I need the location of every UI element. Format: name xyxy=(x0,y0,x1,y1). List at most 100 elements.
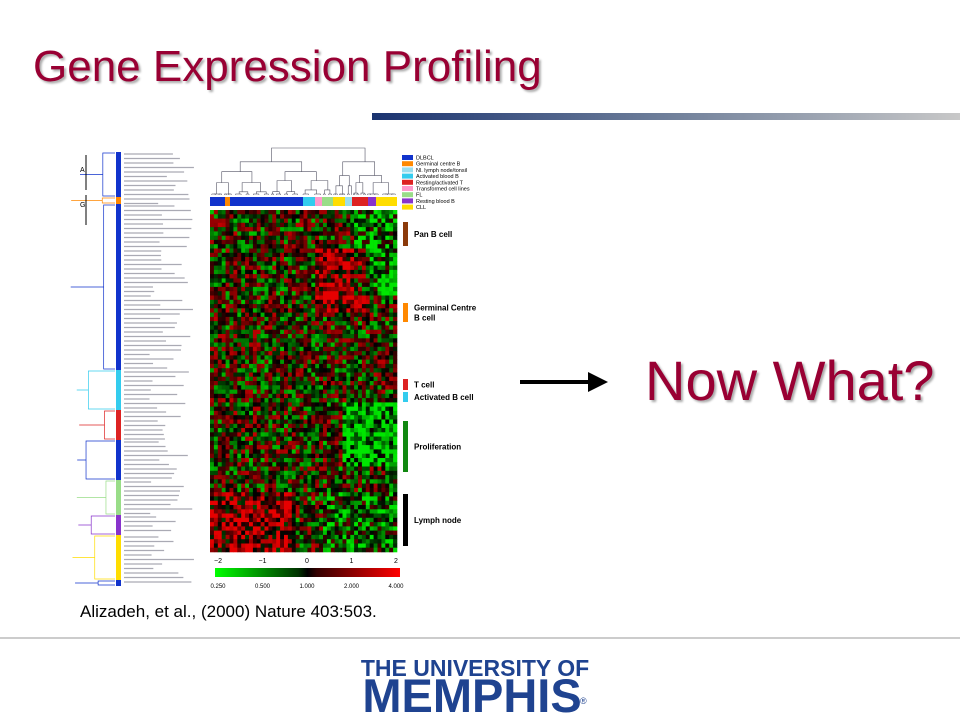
heatmap-cell xyxy=(350,261,355,266)
heatmap-cell xyxy=(373,547,378,553)
heatmap-cell xyxy=(381,428,386,433)
heatmap-cell xyxy=(233,210,238,215)
heatmap-cell xyxy=(252,389,258,395)
heatmap-cell xyxy=(358,368,363,373)
heatmap-cell xyxy=(358,308,363,313)
heatmap-cell xyxy=(303,458,308,463)
heatmap-cell xyxy=(311,239,316,245)
heatmap-cell xyxy=(241,304,246,309)
heatmap-cell xyxy=(241,282,246,288)
heatmap-cell xyxy=(225,530,230,536)
heatmap-cell xyxy=(334,299,339,305)
heatmap-cell xyxy=(280,316,285,322)
heatmap-cell xyxy=(264,304,269,309)
heatmap-cell xyxy=(389,539,394,544)
heatmap-cell xyxy=(346,257,351,262)
heatmap-cell xyxy=(342,338,347,343)
heatmap-cell xyxy=(213,222,219,228)
heatmap-cell xyxy=(237,363,242,369)
heatmap-cell xyxy=(369,359,374,365)
heatmap-cell xyxy=(225,210,230,215)
heatmap-cell xyxy=(210,321,215,326)
left-dendro xyxy=(72,535,115,580)
heatmap-cell xyxy=(303,312,308,318)
heatmap-cell xyxy=(287,214,293,219)
heatmap-cell xyxy=(291,458,296,463)
heatmap-cell xyxy=(291,466,296,472)
heatmap-cell xyxy=(323,539,328,544)
heatmap-cell xyxy=(229,210,234,215)
heatmap-cell xyxy=(389,496,394,501)
heatmap-cell xyxy=(264,295,269,301)
heatmap-cell xyxy=(217,338,222,343)
heatmap-cell xyxy=(373,458,378,463)
heatmap-cell xyxy=(217,432,222,437)
heatmap-cell xyxy=(256,363,261,369)
heatmap-cell xyxy=(252,368,258,373)
heatmap-cell xyxy=(229,479,234,484)
heatmap-cell xyxy=(229,351,234,356)
heatmap-cell xyxy=(252,329,258,335)
heatmap-cell xyxy=(311,257,316,262)
sample-color xyxy=(116,515,121,535)
heatmap-cell xyxy=(276,398,281,403)
heatmap-cell xyxy=(268,440,273,446)
heatmap-cell xyxy=(315,496,320,501)
heatmap-cell xyxy=(268,505,273,510)
heatmap-cell xyxy=(365,329,370,335)
heatmap-cell xyxy=(299,381,304,386)
heatmap-cell xyxy=(299,432,304,437)
heatmap-cell xyxy=(385,539,390,544)
heatmap-cell xyxy=(233,496,238,501)
heatmap-cell xyxy=(373,265,378,271)
heatmap-cell xyxy=(245,321,250,326)
heatmap-cell xyxy=(291,342,296,348)
signature-label: B cell xyxy=(414,314,435,323)
heatmap-cell xyxy=(373,261,378,266)
heatmap-cell xyxy=(346,513,351,519)
heatmap-cell xyxy=(217,483,222,489)
heatmap-cell xyxy=(252,295,258,301)
heatmap-cell xyxy=(311,543,316,549)
heatmap-cell xyxy=(299,338,304,343)
heatmap-cell xyxy=(385,244,390,249)
heatmap-cell xyxy=(342,304,347,309)
heatmap-cell xyxy=(365,440,370,446)
heatmap-cell xyxy=(237,458,242,463)
heatmap-cell xyxy=(237,372,242,378)
heatmap-cell xyxy=(280,218,285,224)
heatmap-cell xyxy=(264,385,269,390)
heatmap-cell xyxy=(330,376,335,382)
heatmap-cell xyxy=(229,547,234,553)
heatmap-cell xyxy=(393,398,398,403)
heatmap-cell xyxy=(299,440,304,446)
heatmap-cell xyxy=(264,312,269,318)
heatmap-cell xyxy=(291,291,296,296)
legend-label: Resting blood B xyxy=(416,199,455,205)
heatmap-cell xyxy=(229,338,234,343)
heatmap-cell xyxy=(354,483,359,489)
heatmap-cell xyxy=(252,522,258,527)
heatmap-cell xyxy=(334,334,339,339)
heatmap-cell xyxy=(361,475,367,480)
heatmap-cell xyxy=(315,235,320,241)
dendro-branch xyxy=(324,189,331,194)
heatmap-cell xyxy=(342,227,347,232)
heatmap-cell xyxy=(307,539,312,544)
heatmap-cell xyxy=(330,410,335,416)
heatmap-cell xyxy=(381,325,386,330)
heatmap-cell xyxy=(315,445,320,450)
heatmap-cell xyxy=(221,265,226,271)
heatmap-cell xyxy=(260,410,265,416)
heatmap-cell xyxy=(326,539,332,544)
heatmap-cell xyxy=(210,239,215,245)
heatmap-cell xyxy=(229,415,234,420)
heatmap-cell xyxy=(280,261,285,266)
heatmap-cell xyxy=(361,432,367,437)
heatmap-cell xyxy=(221,402,226,407)
heatmap-cell xyxy=(268,295,273,301)
heatmap-cell xyxy=(252,278,258,283)
heatmap-cell xyxy=(299,286,304,292)
heatmap-cell xyxy=(210,385,215,390)
heatmap-cell xyxy=(385,329,390,335)
